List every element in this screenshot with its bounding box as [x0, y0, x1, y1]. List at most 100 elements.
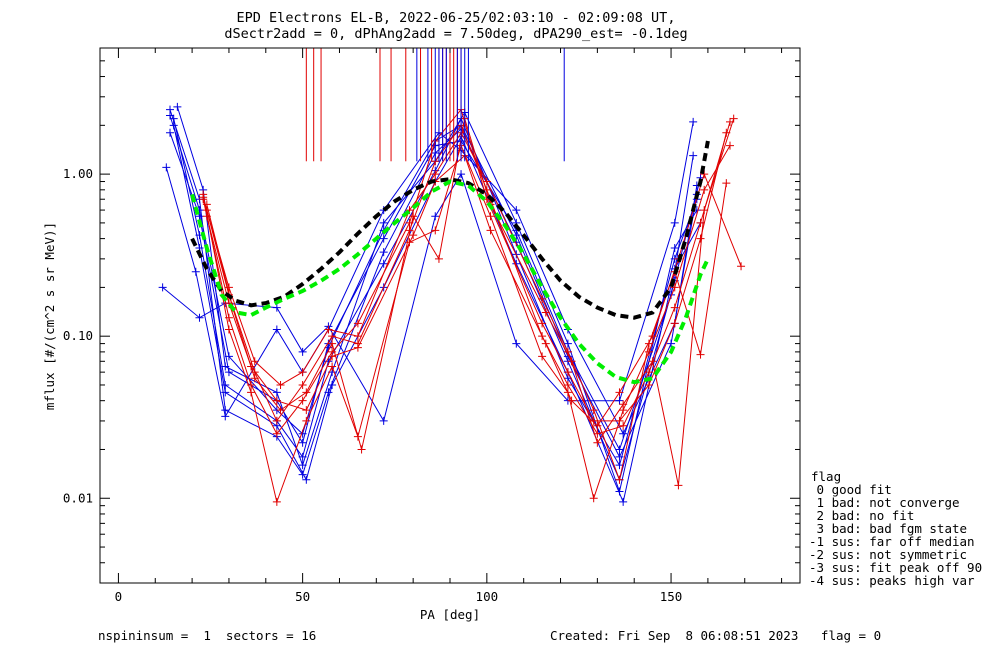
data-point-blue: [457, 170, 466, 179]
data-point-red: [199, 193, 208, 202]
data-point-red: [357, 445, 366, 454]
data-point-blue: [379, 218, 388, 227]
data-point-blue: [195, 313, 204, 322]
data-point-blue: [173, 102, 182, 111]
data-point-red: [619, 400, 628, 409]
data-point-red: [541, 339, 550, 348]
data-point-blue: [298, 347, 307, 356]
data-point-blue: [272, 303, 281, 312]
footer-created-info: Created: Fri Sep 8 06:08:51 2023 flag = …: [550, 628, 881, 643]
data-point-blue: [512, 339, 521, 348]
data-point-red: [247, 388, 256, 397]
data-point-red: [644, 347, 653, 356]
legend-item-6: -3 sus: fit peak off 90: [809, 560, 982, 575]
data-point-red: [272, 416, 281, 425]
data-point-red: [431, 226, 440, 235]
data-point-red: [619, 421, 628, 430]
data-point-blue: [615, 461, 624, 470]
series-line-blue-7: [169, 115, 698, 459]
data-point-red: [538, 319, 547, 328]
data-point-red: [224, 325, 233, 334]
data-point-red: [563, 347, 572, 356]
data-point-blue: [166, 128, 174, 137]
y-tick-label: 0.10: [63, 328, 93, 343]
x-tick-label: 100: [476, 589, 499, 604]
data-point-blue: [670, 218, 679, 227]
legend-item-0: 0 good fit: [809, 482, 892, 497]
data-point-red: [409, 231, 418, 240]
data-point-blue: [328, 380, 337, 389]
data-point-blue: [298, 461, 307, 470]
data-point-red: [486, 226, 495, 235]
data-point-blue: [191, 267, 200, 276]
series-line-red-10: [202, 144, 731, 504]
data-point-red: [563, 368, 572, 377]
data-point-red: [272, 429, 281, 438]
chart-title-line1: EPD Electrons EL-B, 2022-06-25/02:03:10 …: [237, 10, 676, 26]
data-point-red: [353, 343, 362, 352]
data-point-blue: [162, 163, 171, 172]
data-point-red: [302, 388, 311, 397]
data-point-blue: [221, 380, 230, 389]
data-point-blue: [158, 283, 167, 292]
data-point-red: [670, 283, 679, 292]
data-point-blue: [379, 416, 388, 425]
data-point-red: [224, 283, 233, 292]
data-point-red: [298, 380, 307, 389]
series-line-red-11: [206, 118, 735, 486]
fit-curve-green: [190, 179, 710, 385]
data-point-red: [482, 177, 491, 186]
data-point-red: [700, 206, 709, 215]
data-point-red: [486, 212, 495, 221]
data-point-red: [670, 319, 679, 328]
data-point-blue: [221, 362, 230, 371]
data-point-red: [726, 141, 734, 150]
data-point-red: [202, 212, 211, 221]
series-line-blue-5: [162, 121, 694, 423]
data-point-blue: [302, 475, 311, 484]
data-point-blue: [166, 111, 174, 120]
data-point-red: [302, 406, 311, 415]
data-point-red: [276, 406, 285, 415]
top-marker-layer: [305, 48, 565, 162]
legend-heading: flag: [811, 469, 841, 484]
data-point-red: [644, 380, 653, 389]
legend-item-5: -2 sus: not symmetric: [809, 547, 967, 562]
data-point-red: [434, 254, 443, 263]
series-line-blue-3: [176, 106, 698, 494]
data-point-red: [250, 357, 259, 366]
x-tick-label: 0: [115, 589, 123, 604]
data-point-blue: [689, 151, 698, 160]
data-point-red: [538, 294, 547, 303]
data-point-red: [302, 416, 311, 425]
y-tick-label: 0.01: [63, 490, 93, 505]
data-point-blue: [667, 339, 676, 348]
data-point-blue: [272, 388, 281, 397]
legend-item-7: -4 sus: peaks high var: [809, 573, 975, 588]
data-point-blue: [224, 368, 233, 377]
data-point-red: [538, 352, 547, 361]
data-point-red: [593, 421, 602, 430]
data-point-red: [272, 497, 281, 506]
x-tick-label: 150: [660, 589, 683, 604]
data-point-red: [700, 185, 709, 194]
data-point-red: [670, 303, 679, 312]
data-point-blue: [431, 212, 440, 221]
x-tick-label: 50: [295, 589, 310, 604]
data-point-blue: [298, 438, 307, 447]
data-point-red: [615, 388, 624, 397]
data-point-red: [328, 352, 337, 361]
data-point-red: [353, 319, 362, 328]
data-point-red: [674, 481, 683, 490]
data-point-red: [328, 362, 337, 371]
footer-spin-info: nspininsum = 1 sectors = 16: [98, 628, 316, 643]
data-point-blue: [298, 470, 307, 479]
legend-item-3: 3 bad: bad fgm state: [809, 521, 967, 536]
data-point-red: [593, 438, 602, 447]
series-line-blue-0: [169, 109, 701, 482]
data-point-blue: [379, 234, 388, 243]
data-point-red: [648, 357, 657, 366]
data-point-red: [353, 332, 362, 341]
data-point-red: [644, 368, 653, 377]
